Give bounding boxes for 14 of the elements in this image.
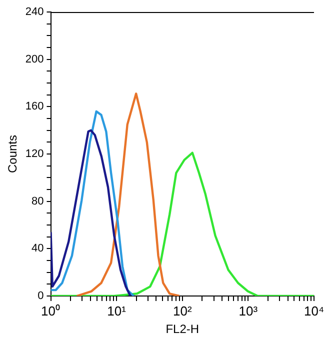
y-axis-title: Counts [6,134,20,174]
y-tick-label: 40 [32,242,44,255]
x-tick-label: 10¹ [107,303,127,318]
y-tick-label: 240 [25,6,44,18]
x-tick-label: 10² [172,303,192,318]
x-tick-label: 10⁴ [304,303,324,318]
x-axis-title: FL2-H [166,322,200,336]
y-tick-label: 200 [25,53,44,66]
y-tick-label: 120 [25,148,44,160]
y-tick-label: 80 [32,195,44,208]
y-tick-label: 0 [38,290,44,302]
x-tick-label: 10³ [238,303,258,318]
x-tick-label: 10⁰ [41,303,60,318]
y-tick-label: 160 [25,100,44,113]
